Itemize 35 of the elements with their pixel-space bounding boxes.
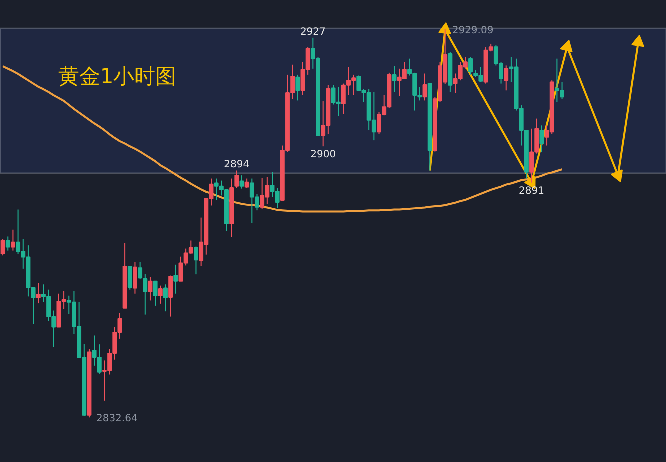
candlestick (132, 262, 138, 294)
candlestick (392, 66, 397, 93)
annotation: 2900 (310, 150, 336, 161)
candlestick (194, 246, 198, 276)
point (438, 22, 452, 34)
candlestick (240, 175, 244, 190)
candlestick (158, 285, 163, 304)
candlestick (6, 236, 10, 252)
candlestick (10, 229, 16, 252)
candlestick (540, 125, 544, 153)
candlestick (468, 56, 473, 76)
candlestick (234, 170, 240, 189)
annotation: 2894 (224, 160, 250, 171)
annotation: 2929.09 (452, 26, 494, 37)
candlestick (148, 276, 153, 302)
candlestick (244, 178, 250, 189)
annotation: 2927 (300, 26, 326, 38)
point (560, 40, 573, 53)
candlestick (0, 238, 6, 256)
candlestick (128, 266, 132, 290)
candlestick (36, 282, 41, 304)
candlestick (143, 274, 148, 316)
candlestick (138, 262, 143, 280)
candlestick (504, 65, 509, 92)
candlestick (168, 275, 174, 318)
candlestick (164, 284, 168, 312)
annotation: 2891 (519, 186, 545, 197)
candlestick (174, 264, 178, 294)
candlestick (422, 73, 428, 102)
candlestick (153, 280, 158, 306)
point (632, 35, 644, 48)
annotation: 2832.64 (96, 414, 138, 425)
point (610, 170, 624, 182)
candlestick (296, 74, 300, 102)
text: 黄金1小时图 (58, 64, 177, 88)
